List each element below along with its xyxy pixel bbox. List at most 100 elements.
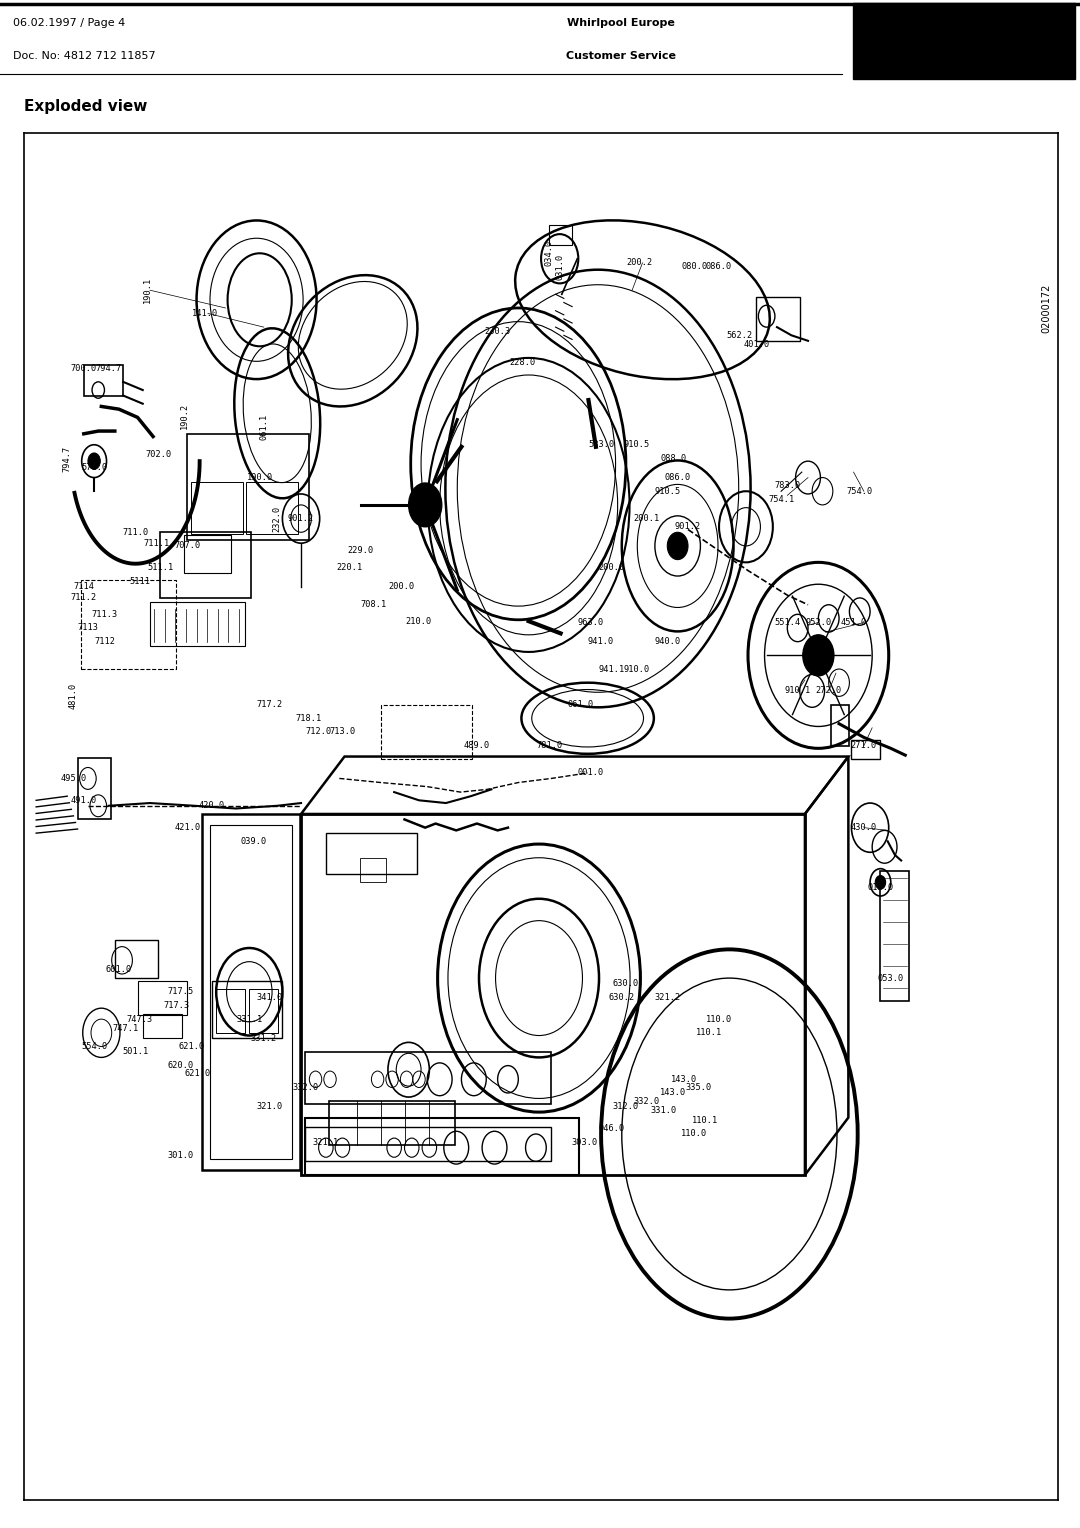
Bar: [831, 704, 849, 746]
Bar: [81, 581, 176, 669]
Text: 511.1: 511.1: [147, 564, 174, 573]
Text: 7114: 7114: [73, 582, 94, 591]
Circle shape: [87, 452, 100, 469]
Text: 7113: 7113: [78, 623, 98, 633]
Text: 321.1: 321.1: [313, 1138, 339, 1146]
Text: 272.0: 272.0: [815, 686, 841, 695]
Text: 794.7: 794.7: [63, 445, 71, 472]
Text: 341.0: 341.0: [257, 993, 283, 1002]
Text: 940.0: 940.0: [654, 637, 680, 646]
Text: 331.0: 331.0: [650, 1106, 676, 1115]
Text: 711.0: 711.0: [122, 527, 149, 536]
Bar: [143, 1013, 183, 1038]
Text: 332.0: 332.0: [634, 1097, 660, 1106]
Bar: [84, 365, 123, 396]
Bar: [210, 825, 292, 1158]
Text: 143.0: 143.0: [671, 1074, 697, 1083]
Text: 941.0: 941.0: [588, 637, 615, 646]
Text: 491.0: 491.0: [70, 796, 97, 805]
Text: 5111: 5111: [130, 578, 150, 587]
Bar: [246, 481, 298, 533]
Text: 190.2: 190.2: [179, 403, 189, 429]
Bar: [212, 981, 283, 1038]
Text: 621.0: 621.0: [178, 1042, 204, 1051]
Text: 321.2: 321.2: [654, 993, 680, 1002]
Text: 420.0: 420.0: [199, 801, 226, 810]
Bar: [160, 532, 252, 597]
Text: 620.0: 620.0: [167, 1060, 194, 1070]
Circle shape: [667, 532, 688, 559]
Text: 06.02.1997 / Page 4: 06.02.1997 / Page 4: [13, 18, 125, 28]
Bar: [880, 871, 909, 1001]
Text: 781.0: 781.0: [537, 741, 563, 750]
Text: 228.0: 228.0: [510, 358, 536, 367]
Text: 110.1: 110.1: [691, 1115, 718, 1125]
Text: 332.0: 332.0: [292, 1083, 319, 1093]
Text: 086.0: 086.0: [664, 474, 691, 481]
Text: 001.0: 001.0: [578, 769, 604, 778]
Text: 700.0: 700.0: [70, 364, 97, 373]
Text: 601.0: 601.0: [106, 966, 132, 975]
Text: 551.4: 551.4: [774, 617, 800, 626]
Text: 421.0: 421.0: [174, 824, 201, 833]
Text: 013.0: 013.0: [867, 883, 893, 892]
Text: 621.0: 621.0: [185, 1070, 211, 1079]
Text: 783.0: 783.0: [774, 481, 800, 490]
Text: 271.0: 271.0: [851, 741, 877, 750]
Text: 210.0: 210.0: [406, 617, 432, 625]
Bar: [306, 1051, 552, 1103]
Text: 501.1: 501.1: [122, 1047, 149, 1056]
Text: 718.1: 718.1: [295, 714, 322, 723]
Bar: [184, 535, 231, 573]
Bar: [187, 434, 309, 541]
Text: 331.1: 331.1: [237, 1015, 262, 1024]
Text: 794.7: 794.7: [95, 364, 122, 373]
Text: 039.0: 039.0: [241, 837, 267, 847]
Text: 495.0: 495.0: [60, 773, 86, 782]
Text: 200.0: 200.0: [389, 582, 415, 591]
Text: 046.0: 046.0: [598, 1125, 624, 1134]
Bar: [550, 225, 572, 244]
Text: 910.5: 910.5: [623, 440, 649, 449]
Text: 910.5: 910.5: [654, 487, 680, 495]
Bar: [191, 481, 243, 533]
Text: 562.2: 562.2: [727, 332, 753, 339]
Circle shape: [875, 876, 886, 889]
Text: Doc. No: 4812 712 11857: Doc. No: 4812 712 11857: [13, 50, 156, 61]
Bar: [381, 704, 472, 759]
Text: 303.0: 303.0: [571, 1138, 597, 1146]
Text: 200.2: 200.2: [626, 258, 652, 267]
Text: 571.0: 571.0: [81, 463, 107, 472]
Text: 554.0: 554.0: [81, 1042, 107, 1051]
Bar: [306, 1117, 579, 1175]
Text: 747.1: 747.1: [112, 1024, 138, 1033]
Text: 190.1: 190.1: [144, 277, 152, 304]
Text: 230.3: 230.3: [485, 327, 511, 336]
Text: 312.0: 312.0: [612, 1102, 639, 1111]
Bar: [78, 758, 110, 819]
Text: 910.0: 910.0: [623, 665, 649, 674]
Text: 901.2: 901.2: [288, 513, 314, 523]
Text: S E R V I C E: S E R V I C E: [903, 31, 1026, 49]
Text: 711.1: 711.1: [143, 539, 170, 547]
Text: 141.0: 141.0: [191, 309, 218, 318]
Bar: [851, 740, 880, 759]
Text: 713.0: 713.0: [329, 727, 355, 736]
Text: 941.1: 941.1: [598, 665, 624, 674]
Text: 053.0: 053.0: [878, 973, 904, 983]
Bar: [249, 989, 279, 1033]
Text: 034.0: 034.0: [544, 240, 554, 266]
Text: 754.0: 754.0: [847, 487, 873, 495]
Text: 430.0: 430.0: [851, 824, 877, 833]
Text: 910.1: 910.1: [784, 686, 811, 695]
Bar: [756, 296, 799, 341]
Text: 080.0: 080.0: [681, 263, 707, 272]
Text: 321.0: 321.0: [257, 1102, 283, 1111]
Text: 963.0: 963.0: [578, 617, 604, 626]
Text: 583.0: 583.0: [588, 440, 615, 449]
Text: 747.3: 747.3: [126, 1015, 152, 1024]
Text: 952.0: 952.0: [806, 617, 832, 626]
Text: 717.2: 717.2: [257, 700, 283, 709]
Text: 717.5: 717.5: [167, 987, 194, 996]
Text: 088.0: 088.0: [660, 454, 687, 463]
